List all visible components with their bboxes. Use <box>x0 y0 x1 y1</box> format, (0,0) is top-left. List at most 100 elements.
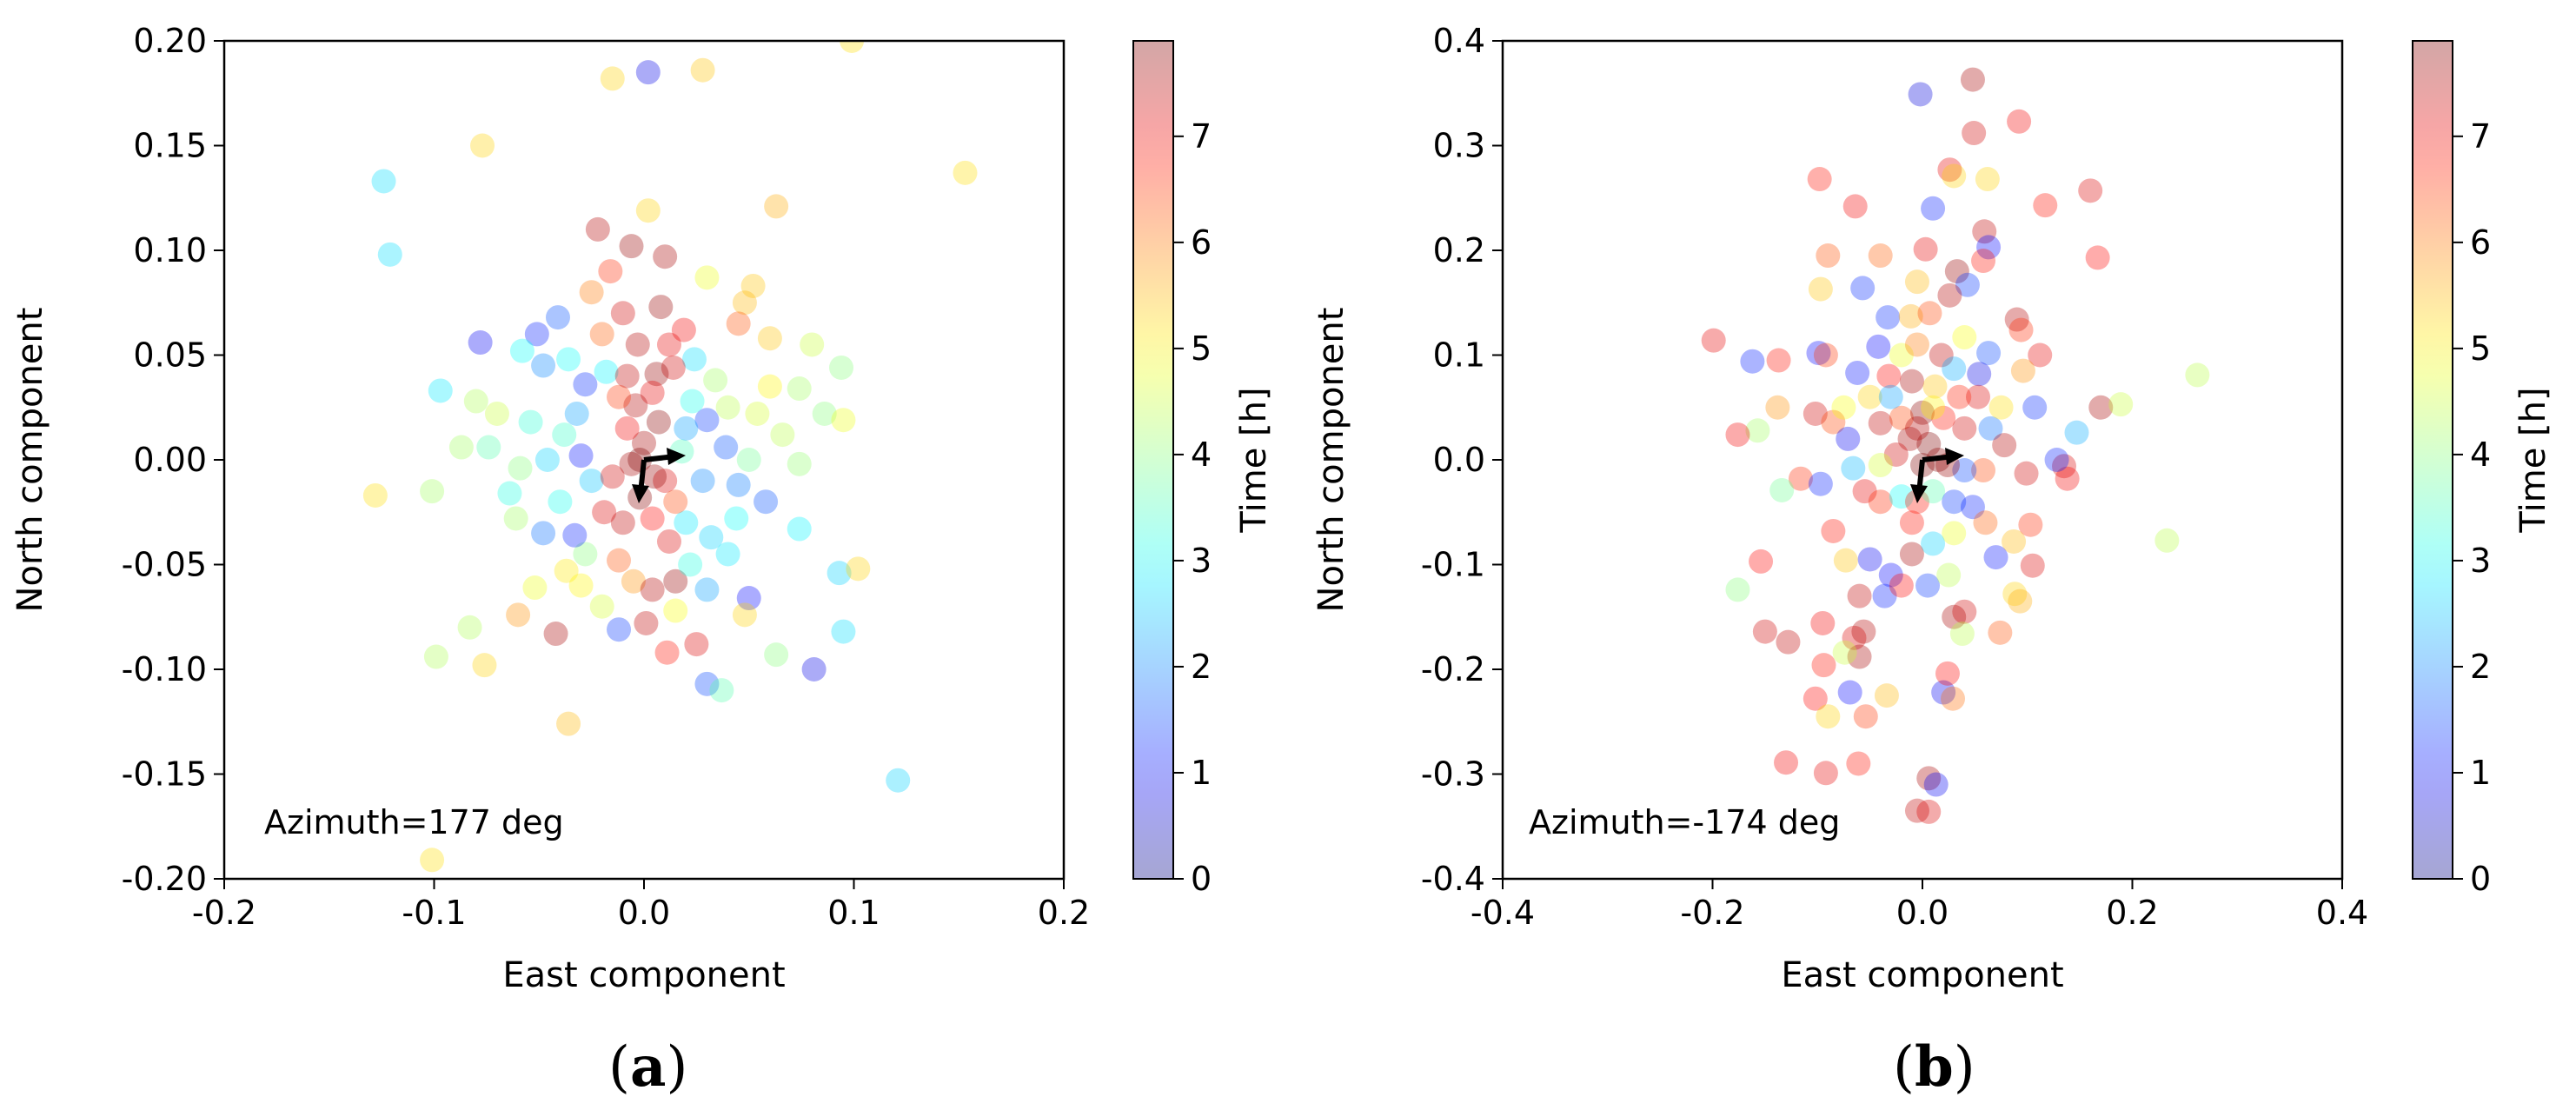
data-point <box>661 355 686 380</box>
data-point <box>1941 686 1966 711</box>
data-point <box>694 671 720 696</box>
data-point <box>2064 420 2089 445</box>
data-point <box>1931 405 1956 430</box>
data-point <box>2088 395 2114 420</box>
x-tick-label: -0.2 <box>1680 894 1744 932</box>
data-point <box>1904 332 1929 357</box>
data-point <box>1899 542 1924 567</box>
azimuth-arrow-head-east <box>1945 448 1964 465</box>
y-tick-label: -0.15 <box>122 755 207 794</box>
data-point <box>607 548 632 573</box>
colorbar-tick-label: 3 <box>2470 542 2491 580</box>
y-axis-label: North component <box>1311 308 1351 613</box>
data-point <box>468 330 493 356</box>
data-point <box>585 216 610 242</box>
data-point <box>757 326 782 351</box>
data-point <box>1952 325 1977 350</box>
data-point <box>1921 196 1946 221</box>
data-point <box>1850 276 1876 301</box>
data-point <box>656 529 681 554</box>
data-point <box>694 265 720 290</box>
data-point <box>1841 455 1866 481</box>
data-point <box>1851 619 1876 644</box>
data-point <box>472 653 497 678</box>
data-point <box>1937 283 1962 308</box>
data-point <box>787 451 812 476</box>
data-point <box>740 273 766 298</box>
data-point <box>1971 458 1996 483</box>
data-point <box>732 290 757 316</box>
y-tick-label: 0.20 <box>133 22 207 60</box>
colorbar-tick-label: 7 <box>1191 117 1212 156</box>
data-point <box>1899 510 1924 535</box>
y-tick-label: -0.20 <box>122 860 207 898</box>
data-point <box>1868 489 1893 515</box>
colorbar-tick-label: 1 <box>2470 754 2491 792</box>
data-point <box>2033 193 2058 218</box>
data-point <box>1988 395 2014 420</box>
y-tick-label: 0.00 <box>133 441 207 479</box>
data-point <box>614 416 640 441</box>
data-point <box>2008 588 2033 614</box>
data-point <box>1975 167 2000 192</box>
data-point <box>757 374 782 399</box>
data-point <box>607 384 632 409</box>
data-point <box>1988 620 2013 645</box>
data-point <box>1853 704 1878 729</box>
data-point <box>497 481 522 506</box>
data-point <box>2002 582 2028 607</box>
colorbar-tick-label: 2 <box>2470 648 2491 686</box>
data-point <box>1952 416 1977 441</box>
y-tick-label: 0.1 <box>1433 336 1485 375</box>
data-point <box>632 430 656 455</box>
data-point <box>610 301 635 326</box>
data-point <box>1808 471 1833 496</box>
colorbar-label: Time [h] <box>1234 387 1274 533</box>
colorbar-tick-label: 0 <box>2470 860 2491 898</box>
data-point <box>1908 82 1933 107</box>
colorbar <box>2412 40 2453 880</box>
panel-b: -0.4 -0.2 0.0 0.2 0.4 -0.4 -0.3 -0.2 -0.1 0.0 0.1 0… <box>1311 22 2553 995</box>
data-point <box>1967 362 1992 387</box>
data-point <box>634 610 659 635</box>
data-point <box>1976 235 2002 260</box>
data-point <box>1845 360 1870 385</box>
data-point <box>1816 243 1841 269</box>
x-tick-label: 0.2 <box>2106 894 2158 932</box>
data-point <box>2185 362 2210 388</box>
data-point <box>1923 772 1949 797</box>
data-point <box>1962 121 1987 146</box>
y-tick-label: 0.2 <box>1433 231 1485 269</box>
x-axis-label: East component <box>502 955 785 995</box>
data-point <box>1857 384 1882 409</box>
data-point <box>1876 363 1902 389</box>
colorbar-tick-label: 1 <box>1191 754 1212 792</box>
data-point <box>506 602 531 628</box>
colorbar-tick-label: 7 <box>2470 117 2491 156</box>
data-point <box>377 242 402 267</box>
data-point <box>635 60 661 85</box>
data-point <box>840 41 865 53</box>
data-point <box>589 322 614 347</box>
data-point <box>556 711 581 736</box>
data-point <box>648 295 674 320</box>
data-point <box>764 194 789 219</box>
data-point <box>1857 547 1882 572</box>
data-point <box>671 317 696 342</box>
colorbar-tick-label: 4 <box>2470 435 2491 474</box>
data-point <box>1842 625 1867 650</box>
data-point <box>623 393 648 418</box>
data-point <box>470 133 495 158</box>
data-point <box>621 568 646 594</box>
data-point <box>1942 163 1967 189</box>
data-point <box>1947 384 1972 409</box>
data-point <box>548 489 573 515</box>
data-point <box>1942 521 1967 546</box>
y-tick-label: -0.05 <box>122 546 207 584</box>
x-tick-label: 0.0 <box>1896 894 1949 932</box>
data-point <box>1942 489 1967 515</box>
data-point <box>1701 328 1726 353</box>
data-point <box>1876 305 1901 330</box>
data-point <box>1816 704 1841 729</box>
data-point <box>1904 269 1929 295</box>
